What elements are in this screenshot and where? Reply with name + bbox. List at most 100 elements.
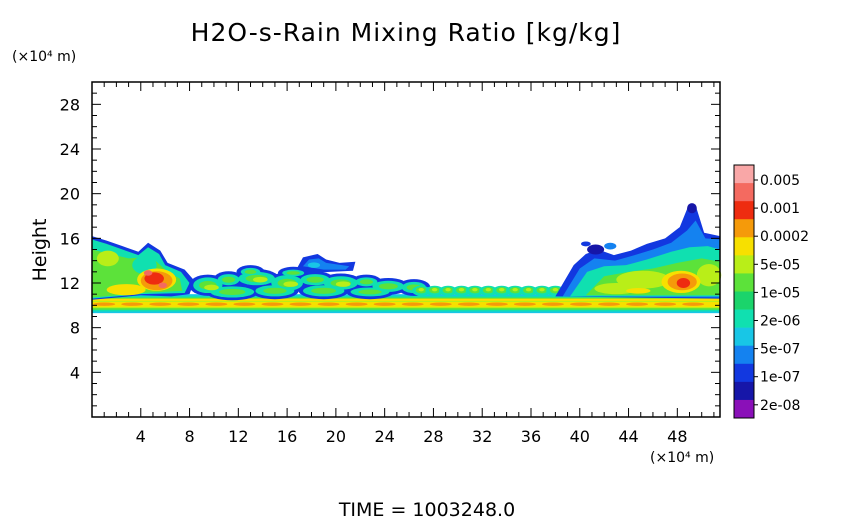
colorbar-label: 0.005: [760, 173, 800, 189]
layer-orange-cell: [429, 302, 452, 306]
mid-patch-core: [219, 288, 246, 296]
layer-orange-cell: [682, 302, 705, 306]
field-cell: [252, 276, 268, 283]
field-cell: [283, 281, 299, 287]
colorbar-label: 0.0002: [760, 229, 809, 245]
colorbar-swatch: [734, 273, 754, 292]
colorbar-label: 1e-07: [760, 370, 800, 386]
colorbar-label: 1e-05: [760, 285, 800, 301]
layer-orange-cell: [317, 302, 340, 306]
x-tick-label: 40: [570, 427, 590, 446]
layer-orange-cell: [121, 302, 144, 306]
colorbar-label: 2e-08: [760, 398, 800, 414]
y-tick-label: 24: [60, 140, 80, 159]
field-cell: [335, 281, 351, 287]
colorbar-swatch: [734, 291, 754, 310]
x-tick-label: 8: [184, 427, 194, 446]
colorbar: 0.005 0.001 0.0002 5e-05 1e-05 2e-06 5e-07 1e-0…: [733, 164, 809, 419]
chart-title: H2O-s-Rain Mixing Ratio [kg/kg]: [191, 18, 622, 47]
strip-cell-inner: [472, 288, 478, 292]
y-axis-label: Height: [29, 219, 51, 282]
x-tick-label: 28: [423, 427, 443, 446]
right-core-red: [676, 277, 691, 289]
colorbar-swatch: [734, 399, 754, 419]
field-cell: [616, 270, 671, 289]
layer-orange-cell: [626, 302, 649, 306]
x-tick-labels: 4 8 12 16 20 24 28 32 36 40 44 48: [136, 427, 688, 446]
field-cell: [96, 250, 119, 267]
plot-frame: [91, 81, 721, 418]
axis-ticks: [92, 82, 720, 417]
strip-cell-inner: [458, 288, 465, 292]
mid-patch-core: [311, 287, 337, 294]
colorbar-swatch: [734, 237, 754, 256]
strip-cell-inner: [539, 288, 545, 292]
layer-orange-cell: [177, 302, 200, 306]
time-label: TIME = 1003248.0: [338, 499, 515, 519]
layer-yellow-2: [92, 298, 720, 301]
layer-orange-cell: [233, 302, 256, 306]
field-cell: [106, 284, 146, 296]
x-tick-label: 32: [472, 427, 492, 446]
colorbar-swatch: [734, 255, 754, 274]
colorbar-swatch: [734, 201, 754, 220]
layer-orange-cell: [401, 302, 424, 306]
x-tick-label: 36: [521, 427, 541, 446]
y-tick-label: 28: [60, 95, 80, 114]
strip-cell-inner: [512, 288, 518, 292]
strip-cell-inner: [499, 288, 505, 292]
y-tick-label: 20: [60, 185, 80, 204]
layer-orange-cell: [93, 302, 116, 306]
layer-orange-cell: [570, 302, 592, 306]
colorbar-swatch: [734, 219, 754, 238]
x-tick-label: 12: [228, 427, 248, 446]
y-tick-label: 8: [70, 319, 80, 338]
field-cell: [687, 203, 697, 214]
field-cell: [143, 270, 153, 276]
colorbar-label: 5e-05: [760, 257, 800, 273]
colorbar-swatch: [734, 309, 754, 328]
strip-cell-inner: [418, 288, 424, 292]
x-unit-label: (×10⁴ m): [650, 450, 714, 466]
colorbar-label: 2e-06: [760, 314, 800, 330]
colorbar-swatch: [734, 183, 754, 202]
strip-cell-inner: [445, 288, 451, 292]
colorbar-swatch: [734, 381, 754, 401]
field-cell: [604, 242, 617, 250]
strip-cell-inner: [552, 288, 559, 292]
field-cell: [587, 244, 605, 255]
layer-orange-cell: [541, 302, 564, 306]
layer-orange-cell: [513, 302, 536, 306]
layer-orange-cell: [485, 302, 508, 306]
strip-cell-inner: [431, 288, 438, 292]
layer-orange-cell: [654, 302, 677, 306]
x-tick-label: 44: [618, 427, 638, 446]
colorbar-swatch: [734, 165, 754, 184]
colorbar-label: 5e-07: [760, 342, 800, 358]
strip-cell-inner: [485, 288, 491, 292]
x-tick-label: 24: [374, 427, 394, 446]
x-tick-label: 20: [326, 427, 346, 446]
mid-patch-core: [358, 289, 382, 295]
mixing-ratio-field: [92, 203, 722, 314]
colorbar-swatch: [734, 345, 754, 365]
field-cell: [696, 264, 722, 287]
y-tick-labels: 4 8 12 16 20 24 28: [60, 95, 80, 382]
colorbar-swatch: [734, 363, 754, 383]
colorbar-swatch: [734, 327, 754, 347]
layer-orange-cell: [373, 302, 396, 306]
mid-patch-core: [286, 271, 300, 275]
y-tick-label: 12: [60, 274, 80, 293]
field-cell: [307, 262, 321, 268]
field-cell: [204, 284, 219, 291]
layer-orange-cell: [457, 302, 480, 306]
y-unit-label: (×10⁴ m): [12, 49, 76, 65]
colorbar-label: 0.001: [760, 201, 800, 217]
layer-orange-cell: [598, 302, 621, 306]
mid-patch-core: [221, 276, 236, 283]
y-tick-label: 16: [60, 229, 80, 248]
layer-orange-cell: [149, 302, 172, 306]
mid-patch-core: [244, 269, 257, 274]
layer-orange-cell: [205, 302, 228, 306]
